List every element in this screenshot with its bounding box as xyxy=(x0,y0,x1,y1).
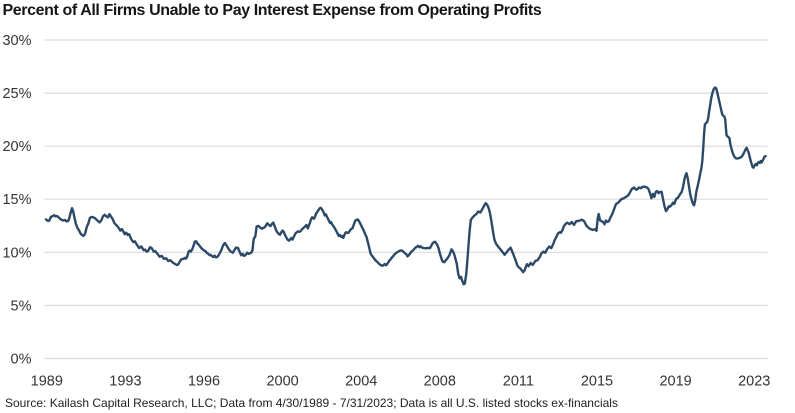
svg-text:2000: 2000 xyxy=(266,374,298,390)
svg-text:1996: 1996 xyxy=(188,374,220,390)
svg-text:2008: 2008 xyxy=(424,374,456,390)
svg-text:2011: 2011 xyxy=(503,374,534,390)
svg-text:2023: 2023 xyxy=(738,374,770,390)
svg-text:30%: 30% xyxy=(2,33,31,49)
svg-text:0%: 0% xyxy=(11,352,32,368)
svg-text:5%: 5% xyxy=(11,298,32,314)
svg-text:10%: 10% xyxy=(2,245,31,261)
svg-text:2004: 2004 xyxy=(345,374,377,390)
svg-text:1993: 1993 xyxy=(109,374,141,390)
svg-text:1989: 1989 xyxy=(31,374,63,390)
svg-text:2019: 2019 xyxy=(659,374,691,390)
svg-text:2015: 2015 xyxy=(581,374,613,390)
svg-text:15%: 15% xyxy=(2,192,31,208)
svg-text:20%: 20% xyxy=(2,139,31,155)
svg-text:25%: 25% xyxy=(2,86,31,102)
